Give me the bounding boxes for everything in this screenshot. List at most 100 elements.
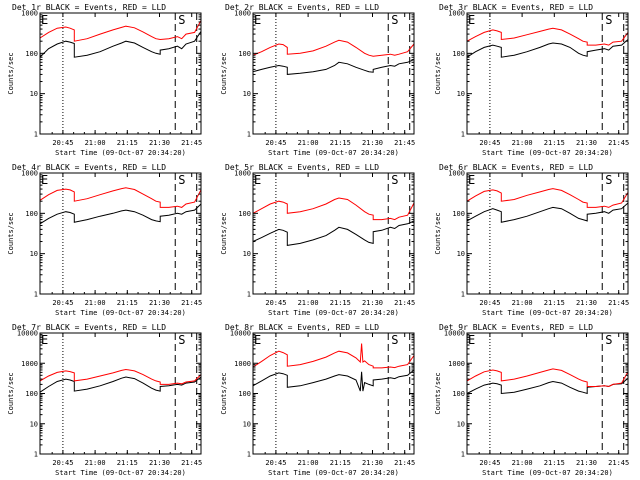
y-tick-label: 100: [238, 210, 251, 218]
y-axis-label: Counts/sec: [7, 372, 15, 414]
event-marker-e: E: [41, 333, 48, 347]
y-axis-label: Counts/sec: [220, 52, 228, 94]
event-marker-s: S: [178, 13, 185, 27]
x-tick-label: 21:30: [362, 139, 383, 147]
plot-frame: [39, 332, 202, 455]
x-tick-label: 21:30: [149, 459, 170, 467]
x-tick-label: 20:45: [479, 299, 500, 307]
y-axis-label: Counts/sec: [7, 52, 15, 94]
series-events-line: [252, 59, 415, 75]
x-tick-label: 21:30: [149, 299, 170, 307]
x-tick-label: 21:30: [576, 459, 597, 467]
y-tick-label: 1000: [21, 170, 38, 178]
y-tick-label: 10: [457, 250, 465, 258]
series-lld-line: [252, 39, 415, 57]
series-lld-line: [39, 368, 202, 385]
x-tick-label: 21:15: [330, 459, 351, 467]
x-axis-label: Start Time (09-Oct-07 20:34:20): [482, 309, 613, 317]
x-tick-label: 21:15: [330, 139, 351, 147]
event-marker-e: E: [468, 173, 475, 187]
plot-frame: [252, 12, 415, 135]
x-tick-label: 21:00: [298, 459, 319, 467]
panel-title: Det 1r BLACK = Events, RED = LLD: [12, 3, 166, 12]
y-tick-label: 10000: [230, 330, 251, 338]
series-lld-line: [466, 27, 629, 46]
event-marker-s: S: [391, 13, 398, 27]
x-tick-label: 20:45: [265, 299, 286, 307]
series-events-line: [466, 39, 629, 58]
plot-frame: [466, 12, 629, 135]
panel-4: Det 4r BLACK = Events, RED = LLD Counts/s…: [7, 163, 202, 317]
event-marker-e: E: [41, 13, 48, 27]
y-tick-label: 1: [247, 291, 251, 299]
panel-title: Det 6r BLACK = Events, RED = LLD: [439, 163, 593, 172]
y-axis-label: Counts/sec: [434, 52, 442, 94]
event-marker-s: S: [178, 173, 185, 187]
x-tick-label: 20:45: [52, 459, 73, 467]
series-lld-line: [252, 343, 415, 369]
x-tick-label: 21:45: [608, 299, 629, 307]
x-tick-label: 20:45: [265, 459, 286, 467]
y-tick-label: 10: [30, 250, 38, 258]
x-tick-label: 20:45: [479, 459, 500, 467]
event-marker-e: E: [468, 333, 475, 347]
y-tick-label: 100: [452, 390, 465, 398]
y-tick-label: 1000: [448, 10, 465, 18]
y-tick-label: 100: [25, 390, 38, 398]
event-marker-s: S: [605, 13, 612, 27]
x-axis-label: Start Time (09-Oct-07 20:34:20): [268, 469, 399, 477]
panel-title: Det 3r BLACK = Events, RED = LLD: [439, 3, 593, 12]
x-tick-label: 20:45: [265, 139, 286, 147]
x-tick-label: 21:45: [394, 459, 415, 467]
x-tick-label: 21:45: [394, 299, 415, 307]
x-tick-label: 21:45: [608, 459, 629, 467]
y-tick-label: 1: [461, 131, 465, 139]
x-axis-label: Start Time (09-Oct-07 20:34:20): [55, 469, 186, 477]
y-tick-label: 10000: [444, 330, 465, 338]
x-axis-label: Start Time (09-Oct-07 20:34:20): [55, 149, 186, 157]
panel-title: Det 2r BLACK = Events, RED = LLD: [225, 3, 379, 12]
panel-2: Det 2r BLACK = Events, RED = LLD Counts/s…: [220, 3, 415, 157]
x-axis-label: Start Time (09-Oct-07 20:34:20): [482, 149, 613, 157]
y-tick-label: 10: [30, 90, 38, 98]
series-lld-line: [39, 20, 202, 42]
x-tick-label: 21:15: [117, 139, 138, 147]
x-tick-label: 21:45: [181, 299, 202, 307]
y-tick-label: 1000: [234, 360, 251, 368]
y-tick-label: 10: [243, 90, 251, 98]
panel-3: Det 3r BLACK = Events, RED = LLD Counts/s…: [434, 3, 629, 157]
y-tick-label: 100: [452, 210, 465, 218]
x-axis-label: Start Time (09-Oct-07 20:34:20): [268, 309, 399, 317]
x-tick-label: 21:30: [576, 139, 597, 147]
panel-1: Det 1r BLACK = Events, RED = LLD Counts/s…: [7, 3, 202, 157]
x-tick-label: 21:00: [85, 459, 106, 467]
plot-frame: [252, 332, 415, 455]
x-tick-label: 21:00: [85, 299, 106, 307]
x-tick-label: 21:15: [330, 299, 351, 307]
event-marker-s: S: [178, 333, 185, 347]
x-axis-label: Start Time (09-Oct-07 20:34:20): [55, 309, 186, 317]
panel-title: Det 7r BLACK = Events, RED = LLD: [12, 323, 166, 332]
panel-title: Det 8r BLACK = Events, RED = LLD: [225, 323, 379, 332]
event-marker-s: S: [605, 333, 612, 347]
event-marker-e: E: [41, 173, 48, 187]
series-events-line: [252, 220, 415, 246]
event-marker-s: S: [391, 173, 398, 187]
y-axis-label: Counts/sec: [434, 372, 442, 414]
plot-frame: [39, 172, 202, 295]
panel-title: Det 5r BLACK = Events, RED = LLD: [225, 163, 379, 172]
x-tick-label: 21:45: [181, 459, 202, 467]
x-tick-label: 21:15: [544, 139, 565, 147]
x-tick-label: 20:45: [479, 139, 500, 147]
x-tick-label: 21:15: [117, 299, 138, 307]
y-axis-label: Counts/sec: [434, 212, 442, 254]
series-events-line: [252, 369, 415, 392]
x-tick-label: 21:15: [117, 459, 138, 467]
panel-7: Det 7r BLACK = Events, RED = LLD Counts/s…: [7, 323, 202, 477]
panel-title: Det 9r BLACK = Events, RED = LLD: [439, 323, 593, 332]
y-axis-label: Counts/sec: [7, 212, 15, 254]
x-tick-label: 21:00: [512, 299, 533, 307]
panel-title: Det 4r BLACK = Events, RED = LLD: [12, 163, 166, 172]
y-tick-label: 1000: [234, 10, 251, 18]
y-tick-label: 1: [34, 291, 38, 299]
